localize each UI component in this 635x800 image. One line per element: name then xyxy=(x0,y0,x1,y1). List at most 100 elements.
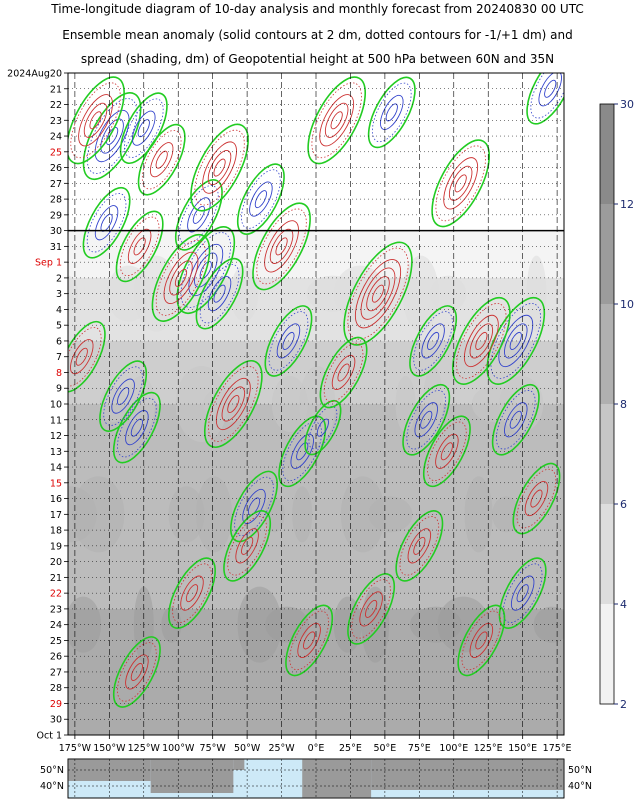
x-tick-label: 75°E xyxy=(408,743,431,754)
zero-contour xyxy=(422,415,471,488)
solid-contour xyxy=(75,347,88,366)
map-strip: 50°N 50°N 40°N 40°N xyxy=(40,758,592,799)
zero-contour xyxy=(278,415,327,488)
solid-contour xyxy=(366,276,390,312)
y-tick-label: 17 xyxy=(50,510,62,521)
y-tick-label: 22 xyxy=(50,589,62,600)
solid-contour xyxy=(331,354,356,391)
chart-title: Time-longitude diagram of 10-day analysi… xyxy=(51,2,584,16)
zero-contour xyxy=(115,210,164,283)
zero-contour xyxy=(112,636,161,708)
y-tick-label: 10 xyxy=(50,400,62,411)
colorbar-tick-label: 30 xyxy=(620,98,634,111)
solid-contour xyxy=(420,410,433,429)
y-tick-label: 12 xyxy=(50,431,62,442)
positive-anomaly-center xyxy=(68,76,125,165)
y-tick-label: 13 xyxy=(50,447,62,458)
x-tick-label: 175°W xyxy=(59,743,92,754)
colorbar-swatch xyxy=(600,604,614,704)
positive-anomaly-center xyxy=(252,202,311,291)
y-tick-label: 22 xyxy=(50,100,62,111)
zero-contour xyxy=(512,462,561,535)
solid-contour xyxy=(187,197,211,233)
solid-contour xyxy=(94,205,119,241)
dotted-contour xyxy=(461,610,502,671)
colorbar-tick-label: 10 xyxy=(620,298,634,311)
solid-contour xyxy=(137,119,150,138)
zero-contour xyxy=(195,257,244,330)
colorbar: 2 4 6 8 10 12 30 xyxy=(599,98,634,711)
map-lat-label-left: 50°N xyxy=(40,765,64,776)
dotted-contour xyxy=(172,563,212,623)
zero-contour xyxy=(99,360,148,432)
solid-contour xyxy=(275,237,288,256)
dotted-contour xyxy=(502,563,543,623)
solid-contour xyxy=(213,284,226,303)
y-tick-label: 2 xyxy=(56,273,62,284)
y-tick-label: 2024Aug20 xyxy=(7,69,62,80)
solid-contour xyxy=(83,102,108,138)
solid-contour xyxy=(463,314,499,368)
positive-anomaly-center xyxy=(112,636,161,708)
solid-contour xyxy=(454,174,467,193)
zero-contour xyxy=(457,604,506,677)
zero-contour xyxy=(190,123,249,212)
zero-contour xyxy=(402,383,451,456)
y-tick-label: 28 xyxy=(50,195,62,206)
positive-anomaly-center xyxy=(307,76,367,165)
solid-contour xyxy=(337,363,350,382)
map-land xyxy=(233,759,245,770)
solid-contour xyxy=(354,259,402,329)
solid-contour xyxy=(215,377,251,431)
solid-contour xyxy=(221,386,246,422)
solid-contour xyxy=(443,157,479,210)
solid-contour xyxy=(282,331,295,350)
solid-contour xyxy=(247,497,261,516)
dotted-contour xyxy=(351,579,391,639)
zero-contour xyxy=(498,557,547,629)
spread-patch xyxy=(499,376,544,432)
y-tick-label: 25 xyxy=(50,636,62,647)
solid-contour xyxy=(380,94,404,130)
zero-contour xyxy=(82,92,142,181)
y-tick-label: 9 xyxy=(56,384,62,395)
solid-contour xyxy=(180,575,204,611)
solid-contour xyxy=(213,158,226,177)
dotted-contour xyxy=(227,516,267,576)
solid-contour xyxy=(448,165,473,201)
positive-anomaly-center xyxy=(431,139,491,228)
grid-lines xyxy=(68,73,564,735)
dotted-contour xyxy=(155,240,207,316)
zero-contour xyxy=(236,163,285,235)
colorbar-tick-label: 8 xyxy=(620,398,627,411)
zero-contour xyxy=(367,76,416,149)
solid-contour xyxy=(149,142,174,178)
solid-contour xyxy=(427,331,440,350)
negative-anomaly-center xyxy=(402,383,451,456)
spread-patch xyxy=(68,596,102,653)
y-tick-label: 7 xyxy=(56,352,62,363)
solid-contour xyxy=(174,268,188,287)
zero-contour xyxy=(343,241,413,346)
y-tick-label: 27 xyxy=(50,179,62,190)
dotted-contour xyxy=(117,642,157,702)
x-tick-label: 50°E xyxy=(373,743,396,754)
zero-contour xyxy=(409,305,458,377)
y-tick-label: 29 xyxy=(50,210,62,221)
solid-contour xyxy=(130,418,143,437)
solid-contour xyxy=(249,181,273,217)
y-tick-label: 29 xyxy=(50,699,62,710)
positive-anomaly-center xyxy=(203,360,263,448)
chart-subtitle-line2: spread (shading, dm) of Geopotential hei… xyxy=(80,52,555,66)
spread-patch xyxy=(299,366,336,442)
solid-contour xyxy=(100,118,124,154)
dotted-contour xyxy=(435,145,486,222)
y-tick-label: 26 xyxy=(50,652,62,663)
solid-contour xyxy=(89,111,102,130)
colorbar-swatch xyxy=(600,104,614,204)
y-tick-label: 19 xyxy=(50,541,62,552)
colorbar-swatch xyxy=(600,204,614,304)
colorbar-tick-label: 12 xyxy=(620,198,634,211)
solid-contour xyxy=(132,110,156,146)
solid-contour xyxy=(290,433,314,469)
